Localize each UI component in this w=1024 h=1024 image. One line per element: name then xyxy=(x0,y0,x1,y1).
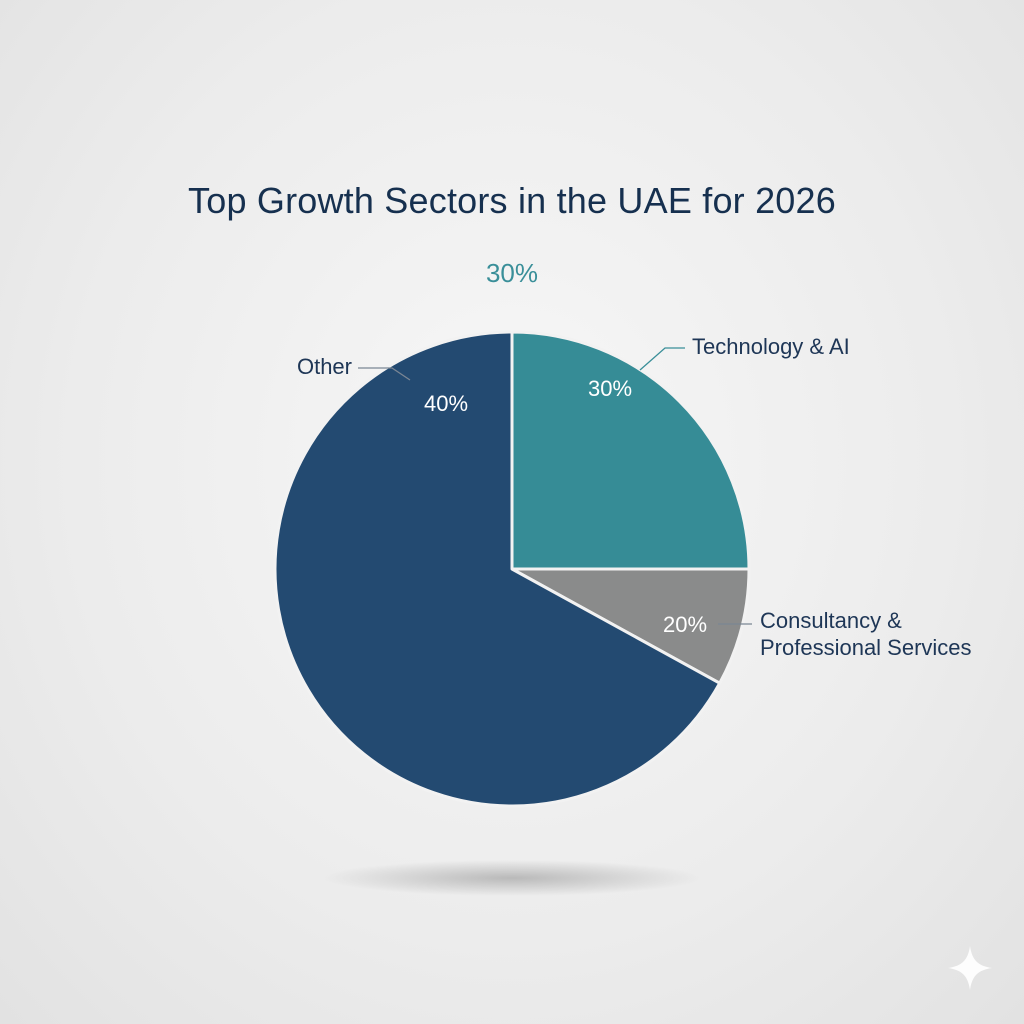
slice-category-label-line: Other xyxy=(297,354,352,379)
chart-title: Top Growth Sectors in the UAE for 2026 xyxy=(188,180,836,221)
pie-slice-technology-ai xyxy=(510,330,751,571)
slice-value-label: 20% xyxy=(663,612,707,637)
slice-category-label-line: Professional Services xyxy=(760,635,972,660)
slice-category-label-line: Technology & AI xyxy=(692,334,850,359)
slice-category-label: Consultancy & Professional Services xyxy=(760,608,972,660)
pie-slice-consultancy-professional-services xyxy=(510,567,751,685)
sparkle-icon xyxy=(948,946,992,990)
slice-category-label: Technology & AI xyxy=(692,334,850,359)
slice-category-label-line: Consultancy & xyxy=(760,608,902,633)
callout-leader-line xyxy=(639,347,685,371)
slice-value-label: 40% xyxy=(424,391,468,416)
chart-subtitle: 30% xyxy=(485,258,539,288)
pie-slice-other xyxy=(273,330,722,808)
slice-category-label: Other xyxy=(297,354,352,379)
pie-shadow xyxy=(322,860,702,896)
slice-value-label: 30% xyxy=(588,376,632,401)
callout-leader-line xyxy=(358,367,411,381)
